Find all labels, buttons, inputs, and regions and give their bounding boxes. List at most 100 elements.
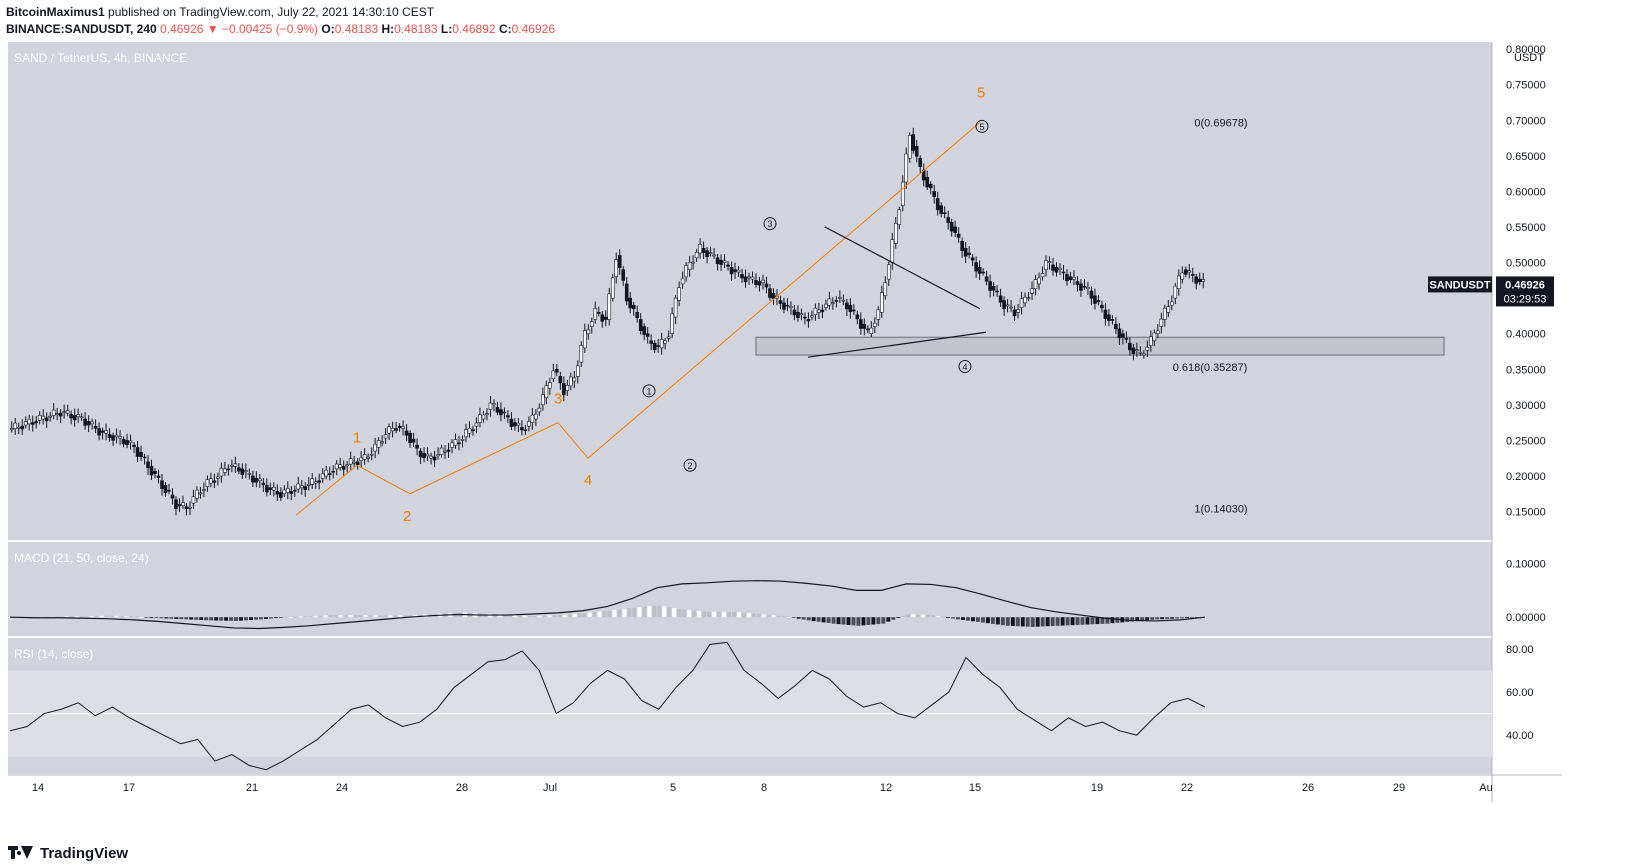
- macd-histogram-bar: [836, 617, 841, 625]
- time-tick-label: 15: [969, 782, 981, 794]
- circled-wave-label-2: 2: [687, 461, 692, 471]
- macd-histogram-bar: [283, 617, 288, 618]
- macd-histogram-bar: [951, 617, 956, 619]
- candle-body: [425, 453, 430, 457]
- candle-body: [799, 313, 804, 316]
- candle-body: [320, 473, 325, 479]
- candle-body: [642, 326, 646, 335]
- candle-body: [1170, 301, 1174, 306]
- close-value: 0.46926: [511, 22, 555, 36]
- candle-body: [523, 429, 528, 432]
- macd-histogram-bar: [408, 615, 413, 618]
- author-name[interactable]: BitcoinMaximus1: [6, 5, 105, 19]
- candle-body: [93, 425, 98, 429]
- candle-body: [593, 308, 598, 320]
- candle-body: [715, 257, 720, 264]
- macd-histogram-bar: [373, 615, 378, 618]
- macd-histogram-bar: [537, 615, 542, 618]
- candle-body: [422, 453, 426, 459]
- time-tick-label: 19: [1091, 782, 1103, 794]
- candle-body: [614, 259, 619, 278]
- macd-histogram-bar: [731, 611, 736, 618]
- candle-body: [202, 489, 206, 491]
- candle-body: [394, 428, 398, 431]
- candle-body: [513, 422, 517, 427]
- candle-body: [1156, 330, 1160, 334]
- candle-body: [960, 240, 964, 251]
- time-tick-label: 21: [246, 782, 258, 794]
- candle-body: [624, 283, 629, 302]
- tradingview-logo[interactable]: TradingView: [8, 843, 128, 863]
- candle-body: [698, 243, 702, 254]
- candle-body: [803, 316, 807, 319]
- macd-histogram-bar: [144, 617, 149, 618]
- candle-body: [750, 276, 755, 280]
- candle-body: [41, 415, 45, 420]
- fib-level-label: 0.618(0.35287): [1173, 362, 1248, 374]
- candle-body: [1033, 279, 1038, 289]
- candle-body: [680, 277, 685, 285]
- candle-body: [1016, 309, 1020, 313]
- candle-body: [282, 489, 287, 495]
- candle-body: [383, 434, 388, 439]
- candle-body: [984, 276, 989, 282]
- candle-body: [1082, 285, 1087, 288]
- candle-body: [977, 266, 982, 274]
- macd-histogram-bar: [712, 611, 717, 618]
- candle-body: [596, 312, 601, 314]
- macd-histogram-bar: [79, 616, 84, 618]
- candle-body: [935, 198, 940, 210]
- macd-histogram-bar: [1050, 617, 1055, 627]
- candle-body: [404, 430, 409, 436]
- candle-body: [481, 414, 486, 420]
- candle-body: [575, 365, 580, 377]
- candle-body: [485, 413, 489, 415]
- candle-body: [572, 377, 577, 382]
- macd-histogram-bar: [273, 617, 278, 619]
- candle-body: [967, 252, 971, 255]
- candle-body: [212, 480, 217, 483]
- candle-body: [820, 309, 825, 313]
- candle-body: [1075, 281, 1080, 285]
- macd-histogram-bar: [1145, 617, 1150, 621]
- candle-body: [656, 345, 660, 347]
- candle-body: [831, 302, 835, 304]
- candle-body: [27, 418, 32, 425]
- candle-body: [376, 440, 381, 448]
- macd-histogram-bar: [612, 610, 617, 618]
- candle-body: [184, 506, 189, 510]
- candle-body: [240, 468, 245, 475]
- candle-body: [1068, 276, 1073, 280]
- candle-body: [278, 492, 283, 498]
- triangle-support-line: [807, 331, 987, 358]
- candle-body: [991, 285, 996, 291]
- macd-histogram-bar: [318, 615, 323, 618]
- macd-histogram-bar: [717, 611, 722, 618]
- macd-histogram-bar: [348, 615, 353, 618]
- candle-body: [118, 436, 122, 439]
- candle-body: [1107, 314, 1111, 321]
- price-tick-label: 0.40000: [1506, 329, 1546, 341]
- macd-histogram-bar: [199, 617, 204, 620]
- rsi-tick-label: 80.00: [1506, 644, 1534, 656]
- macd-histogram-bar: [403, 615, 408, 618]
- macd-histogram-bar: [502, 614, 507, 618]
- candle-body: [174, 499, 178, 509]
- candle-body: [453, 439, 458, 446]
- candle-body: [506, 415, 510, 418]
- candle-body: [666, 336, 671, 339]
- macd-histogram-bar: [931, 615, 936, 618]
- macd-histogram-bar: [1175, 617, 1180, 619]
- macd-histogram-bar: [995, 617, 1000, 625]
- candle-body: [86, 421, 91, 426]
- macd-histogram-bar: [343, 615, 348, 618]
- macd-histogram-bar: [363, 615, 368, 618]
- macd-histogram-bar: [497, 614, 502, 618]
- macd-histogram-bar: [114, 615, 119, 618]
- time-tick-label: 28: [456, 782, 468, 794]
- candle-body: [789, 306, 793, 308]
- macd-histogram-bar: [99, 615, 104, 618]
- macd-histogram-bar: [891, 617, 896, 620]
- rsi-tick-label: 60.00: [1506, 687, 1534, 699]
